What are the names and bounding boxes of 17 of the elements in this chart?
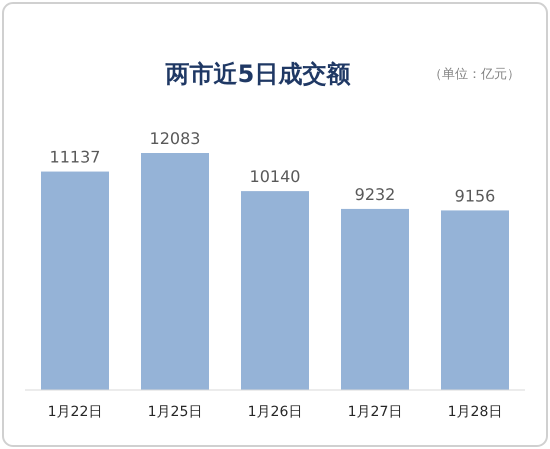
bar [41, 172, 109, 390]
bar [441, 210, 509, 390]
data-label: 12083 [150, 129, 200, 148]
x-tick-label: 1月27日 [348, 404, 402, 420]
bar [241, 191, 309, 390]
x-tick-label: 1月22日 [48, 404, 102, 420]
data-label: 10140 [250, 167, 300, 186]
x-tick-label: 1月28日 [448, 404, 502, 420]
data-label: 11137 [50, 148, 100, 167]
data-label: 9156 [454, 186, 496, 206]
bar [141, 153, 209, 390]
x-tick-label: 1月25日 [148, 404, 202, 420]
data-label: 9232 [354, 184, 396, 204]
x-tick-label: 1月26日 [248, 404, 302, 420]
text: （单位：亿元） [429, 67, 520, 82]
chart-title: 两市近5日成交额 [164, 60, 352, 88]
bar [341, 208, 409, 390]
